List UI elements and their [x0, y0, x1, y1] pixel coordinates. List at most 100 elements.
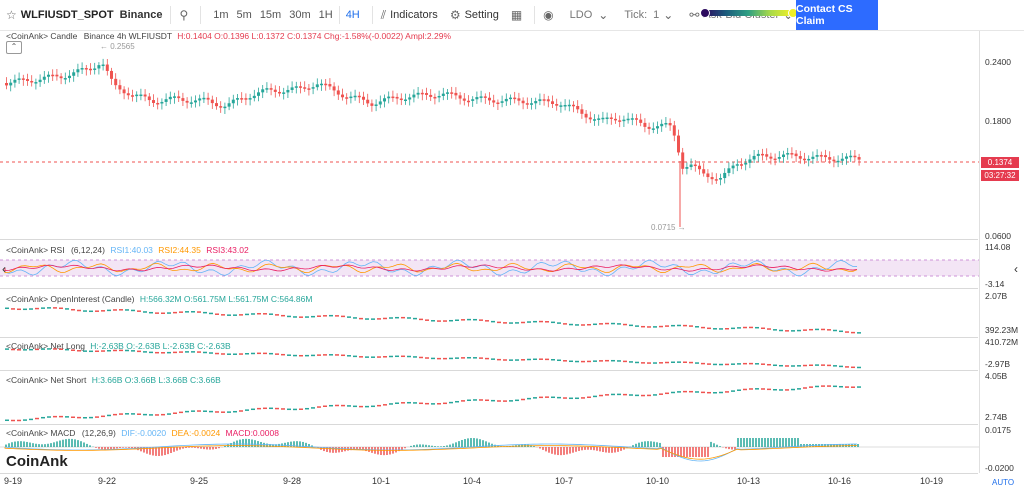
- interval-30m[interactable]: 30m: [289, 9, 311, 21]
- net-short-bar: [677, 391, 681, 393]
- candle: [849, 155, 853, 158]
- macd-histogram-bar: [686, 447, 688, 457]
- net-short-bar: [779, 389, 783, 391]
- net-long-bar: [65, 348, 69, 351]
- macd-histogram-bar: [563, 447, 565, 455]
- macd-histogram-bar: [104, 447, 106, 450]
- candle: [105, 64, 109, 71]
- tick-selector[interactable]: Tick: 1 ⌄: [618, 0, 683, 30]
- macd-chart[interactable]: [0, 425, 979, 473]
- candle: [668, 123, 672, 126]
- ldo-selector[interactable]: LDO ⌄: [564, 0, 619, 30]
- open-interest-chart[interactable]: [0, 289, 979, 337]
- layout-button[interactable]: ▦: [505, 0, 532, 30]
- setting-button[interactable]: ⚙ Setting: [444, 0, 505, 30]
- net-short-bar: [377, 404, 381, 407]
- candle: [458, 95, 462, 99]
- interval-5m[interactable]: 5m: [236, 9, 252, 21]
- open-interest-bar: [701, 326, 705, 329]
- net-long-bar: [857, 366, 861, 369]
- indicators-button[interactable]: ⫽ Indicators: [375, 0, 444, 30]
- net-long-chart[interactable]: [0, 338, 979, 370]
- net-long-bar: [425, 357, 429, 359]
- interval-4h[interactable]: 4H: [345, 9, 360, 21]
- rsi2-value: RSI2:44.35: [158, 245, 201, 255]
- rsi-chart[interactable]: [0, 240, 979, 288]
- net-long-bar: [833, 365, 837, 367]
- open-interest-bar: [809, 328, 813, 331]
- panel-divider: [0, 239, 978, 240]
- heatmap-gradient-slider[interactable]: [704, 10, 792, 16]
- macd-histogram-bar: [557, 447, 559, 456]
- net-long-bar: [251, 352, 255, 355]
- gradient-handle-left[interactable]: [700, 8, 710, 18]
- candle: [265, 88, 269, 90]
- net-long-bar: [461, 357, 465, 359]
- star-icon[interactable]: ☆: [6, 8, 17, 22]
- candle: [786, 153, 790, 155]
- panel-divider: [0, 370, 978, 371]
- open-interest-bar: [293, 316, 297, 318]
- open-interest-bar: [623, 323, 627, 326]
- macd-histogram-bar: [329, 447, 331, 453]
- net-short-bar: [491, 399, 495, 402]
- candle: [433, 96, 437, 99]
- net-long-bar: [707, 363, 711, 365]
- net-long-bar: [335, 354, 339, 356]
- candle: [761, 153, 764, 156]
- macd-histogram-bar: [311, 445, 313, 447]
- candle: [378, 101, 382, 105]
- open-interest-bar: [695, 326, 699, 328]
- eye-button[interactable]: ◉: [537, 0, 563, 30]
- net-short-chart[interactable]: [0, 371, 979, 424]
- open-interest-bar: [755, 326, 759, 329]
- candle: [777, 157, 781, 159]
- macd-histogram-bar: [692, 447, 694, 457]
- candle: [168, 96, 172, 100]
- macd-histogram-bar: [284, 442, 286, 447]
- open-interest-bar: [11, 308, 15, 310]
- price-axis-label: 0.1800: [985, 116, 1011, 126]
- open-interest-bar: [509, 322, 513, 324]
- macd-histogram-bar: [173, 447, 175, 452]
- candle: [580, 109, 584, 114]
- net-long-bar: [551, 358, 555, 361]
- search-button[interactable]: ⚲: [173, 0, 198, 30]
- interval-15m[interactable]: 15m: [259, 9, 282, 21]
- macd-histogram-bar: [272, 444, 274, 447]
- candlestick-chart[interactable]: [0, 31, 979, 239]
- macd-histogram-bar: [632, 445, 634, 447]
- macd-histogram-bar: [728, 447, 730, 450]
- chevron-left-icon[interactable]: ‹: [2, 262, 6, 276]
- candle: [164, 99, 168, 102]
- net-long-bar: [311, 354, 315, 357]
- net-long-bar: [527, 358, 531, 361]
- macd-histogram-bar: [449, 444, 451, 447]
- collapse-legend-button[interactable]: ⌃: [6, 41, 22, 54]
- contact-cs-claim-button[interactable]: Contact CS Claim: [796, 0, 878, 30]
- rsi-params: (6,12,24): [70, 245, 105, 255]
- macd-histogram-bar: [14, 441, 16, 447]
- net-short-bar: [485, 399, 489, 402]
- macd-histogram-bar: [248, 438, 250, 447]
- symbol-selector[interactable]: ☆ WLFIUSDT_SPOT Binance: [0, 0, 168, 30]
- net-long-bar: [101, 350, 105, 352]
- macd-histogram-bar: [380, 447, 382, 455]
- macd-histogram-bar: [398, 447, 400, 452]
- candle: [194, 100, 197, 103]
- net-long-bar: [749, 362, 753, 365]
- chevron-left-icon[interactable]: ‹: [1014, 262, 1018, 276]
- open-interest-bar: [575, 324, 579, 326]
- candle: [609, 117, 613, 119]
- candle: [387, 96, 391, 99]
- macd-histogram-bar: [290, 441, 292, 447]
- auto-scale-button[interactable]: AUTO: [992, 478, 1015, 487]
- net-short-low: L:3.66B: [158, 375, 188, 385]
- interval-1m[interactable]: 1m: [213, 9, 229, 21]
- net-long-bar: [47, 348, 51, 350]
- macd-histogram-bar: [38, 444, 40, 447]
- interval-1h[interactable]: 1H: [318, 9, 333, 21]
- net-short-bar: [479, 399, 483, 401]
- panel-divider: [0, 473, 978, 474]
- macd-histogram-bar: [443, 446, 445, 447]
